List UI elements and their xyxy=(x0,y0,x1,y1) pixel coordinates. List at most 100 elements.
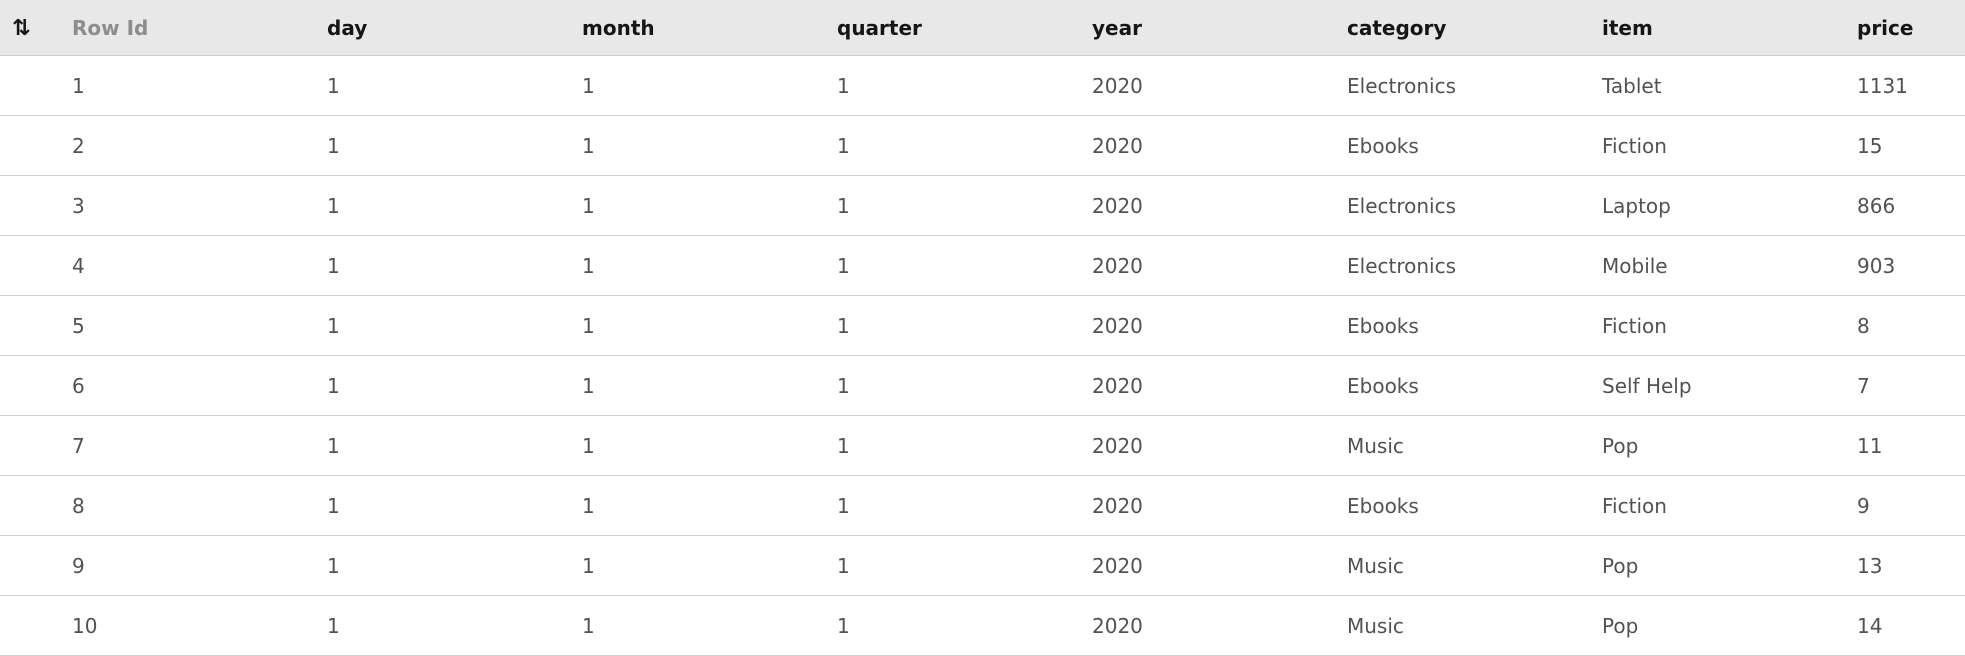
table-row[interactable]: 4 1 1 1 2020 Electronics Mobile 903 xyxy=(0,236,1965,296)
cell-price: 15 xyxy=(1857,133,1883,158)
cell-category: Music xyxy=(1347,433,1404,458)
cell-quarter: 1 xyxy=(837,133,850,158)
column-header-day[interactable]: day xyxy=(327,15,368,40)
table-row[interactable]: 7 1 1 1 2020 Music Pop 11 xyxy=(0,416,1965,476)
table-row[interactable]: 3 1 1 1 2020 Electronics Laptop 866 xyxy=(0,176,1965,236)
cell-price: 8 xyxy=(1857,313,1870,338)
cell-item: Self Help xyxy=(1602,373,1692,398)
cell-row-id: 4 xyxy=(72,253,85,278)
cell-price: 7 xyxy=(1857,373,1870,398)
cell-item: Fiction xyxy=(1602,493,1667,518)
cell-category: Music xyxy=(1347,613,1404,638)
cell-category: Electronics xyxy=(1347,193,1457,218)
cell-day: 1 xyxy=(327,193,340,218)
cell-price: 13 xyxy=(1857,553,1883,578)
cell-row-id: 8 xyxy=(72,493,85,518)
column-header-year[interactable]: year xyxy=(1092,15,1142,40)
column-header-category[interactable]: category xyxy=(1347,15,1447,40)
cell-year: 2020 xyxy=(1092,193,1143,218)
table-row[interactable]: 1 1 1 1 2020 Electronics Tablet 1131 xyxy=(0,56,1965,116)
cell-price: 1131 xyxy=(1857,73,1908,98)
cell-day: 1 xyxy=(327,613,340,638)
sort-arrows-icon[interactable]: ⇅ xyxy=(12,15,31,40)
cell-item: Tablet xyxy=(1602,73,1662,98)
column-header-row-id[interactable]: Row Id xyxy=(72,15,149,40)
cell-price: 9 xyxy=(1857,493,1870,518)
table-row[interactable]: 9 1 1 1 2020 Music Pop 13 xyxy=(0,536,1965,596)
cell-quarter: 1 xyxy=(837,313,850,338)
column-header-price[interactable]: price xyxy=(1857,15,1914,40)
cell-month: 1 xyxy=(582,313,595,338)
cell-item: Mobile xyxy=(1602,253,1668,278)
cell-category: Music xyxy=(1347,553,1404,578)
cell-day: 1 xyxy=(327,433,340,458)
cell-year: 2020 xyxy=(1092,313,1143,338)
cell-row-id: 5 xyxy=(72,313,85,338)
cell-month: 1 xyxy=(582,73,595,98)
cell-row-id: 2 xyxy=(72,133,85,158)
cell-month: 1 xyxy=(582,553,595,578)
cell-row-id: 1 xyxy=(72,73,85,98)
cell-item: Fiction xyxy=(1602,313,1667,338)
cell-price: 14 xyxy=(1857,613,1883,638)
column-header-item[interactable]: item xyxy=(1602,15,1653,40)
table-row[interactable]: 10 1 1 1 2020 Music Pop 14 xyxy=(0,596,1965,656)
cell-category: Ebooks xyxy=(1347,373,1419,398)
cell-month: 1 xyxy=(582,613,595,638)
table-row[interactable]: 5 1 1 1 2020 Ebooks Fiction 8 xyxy=(0,296,1965,356)
cell-category: Ebooks xyxy=(1347,313,1419,338)
column-header-month[interactable]: month xyxy=(582,15,655,40)
cell-row-id: 10 xyxy=(72,613,98,638)
cell-category: Ebooks xyxy=(1347,493,1419,518)
cell-item: Pop xyxy=(1602,433,1639,458)
column-header-quarter[interactable]: quarter xyxy=(837,15,922,40)
cell-quarter: 1 xyxy=(837,373,850,398)
cell-month: 1 xyxy=(582,193,595,218)
cell-item: Laptop xyxy=(1602,193,1671,218)
table-body: 1 1 1 1 2020 Electronics Tablet 1131 2 1 1 1 2020 Ebo… xyxy=(0,56,1965,656)
cell-category: Ebooks xyxy=(1347,133,1419,158)
cell-price: 866 xyxy=(1857,193,1896,218)
cell-quarter: 1 xyxy=(837,253,850,278)
cell-month: 1 xyxy=(582,253,595,278)
cell-row-id: 3 xyxy=(72,193,85,218)
cell-day: 1 xyxy=(327,553,340,578)
cell-month: 1 xyxy=(582,133,595,158)
cell-day: 1 xyxy=(327,253,340,278)
cell-year: 2020 xyxy=(1092,373,1143,398)
cell-row-id: 9 xyxy=(72,553,85,578)
cell-day: 1 xyxy=(327,73,340,98)
cell-day: 1 xyxy=(327,493,340,518)
cell-category: Electronics xyxy=(1347,73,1457,98)
cell-year: 2020 xyxy=(1092,73,1143,98)
table-row[interactable]: 6 1 1 1 2020 Ebooks Self Help 7 xyxy=(0,356,1965,416)
cell-year: 2020 xyxy=(1092,553,1143,578)
cell-price: 903 xyxy=(1857,253,1896,278)
cell-quarter: 1 xyxy=(837,433,850,458)
cell-year: 2020 xyxy=(1092,253,1143,278)
cell-month: 1 xyxy=(582,493,595,518)
cell-price: 11 xyxy=(1857,433,1883,458)
table-row[interactable]: 2 1 1 1 2020 Ebooks Fiction 15 xyxy=(0,116,1965,176)
cell-day: 1 xyxy=(327,313,340,338)
cell-item: Fiction xyxy=(1602,133,1667,158)
cell-quarter: 1 xyxy=(837,553,850,578)
cell-day: 1 xyxy=(327,373,340,398)
cell-quarter: 1 xyxy=(837,193,850,218)
cell-year: 2020 xyxy=(1092,133,1143,158)
table-row[interactable]: 8 1 1 1 2020 Ebooks Fiction 9 xyxy=(0,476,1965,536)
cell-year: 2020 xyxy=(1092,613,1143,638)
cell-year: 2020 xyxy=(1092,433,1143,458)
cell-quarter: 1 xyxy=(837,493,850,518)
cell-day: 1 xyxy=(327,133,340,158)
cell-year: 2020 xyxy=(1092,493,1143,518)
cell-quarter: 1 xyxy=(837,613,850,638)
cell-item: Pop xyxy=(1602,553,1639,578)
cell-row-id: 6 xyxy=(72,373,85,398)
cell-row-id: 7 xyxy=(72,433,85,458)
cell-quarter: 1 xyxy=(837,73,850,98)
cell-month: 1 xyxy=(582,373,595,398)
table-header-row: ⇅ Row Id day month quarter year category… xyxy=(0,0,1965,56)
sort-toggle-cell[interactable]: ⇅ xyxy=(0,16,68,40)
cell-item: Pop xyxy=(1602,613,1639,638)
